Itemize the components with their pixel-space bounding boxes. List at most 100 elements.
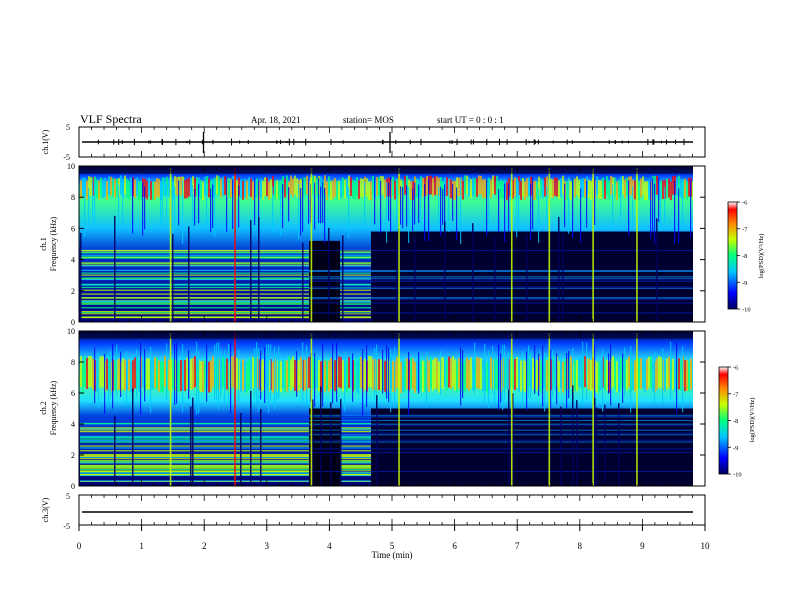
- quiet-region: [371, 408, 693, 486]
- hiss-streak: [386, 182, 388, 243]
- hiss-streak: [302, 342, 304, 402]
- hiss-streak: [268, 343, 270, 413]
- hiss-streak: [158, 178, 160, 198]
- colorbar-tick-label: -10: [742, 307, 751, 314]
- ch2-colorbar-ticks: -6 -7 -8 -9 -10: [728, 365, 742, 479]
- hiss-streak: [446, 359, 448, 391]
- hiss-streak: [144, 349, 146, 402]
- hiss-streak: [594, 178, 596, 225]
- hiss-streak: [580, 356, 582, 388]
- sferic-impulse: [636, 333, 638, 486]
- hiss-streak: [240, 179, 242, 199]
- hiss-streak: [478, 357, 480, 389]
- hiss-streak: [272, 186, 274, 234]
- hiss-streak: [460, 177, 462, 244]
- hiss-streak: [648, 180, 650, 200]
- hiss-streak: [274, 346, 276, 410]
- hiss-streak: [322, 181, 324, 223]
- hiss-streak: [180, 360, 182, 392]
- spectral-line: [80, 269, 309, 271]
- hiss-streak: [178, 180, 180, 226]
- hiss-streak: [168, 178, 170, 198]
- hiss-streak: [244, 179, 246, 198]
- hiss-streak: [218, 341, 220, 410]
- hiss-streak: [344, 179, 346, 199]
- hiss-streak: [602, 177, 604, 197]
- hiss-streak: [452, 183, 454, 221]
- hiss-streak: [608, 180, 610, 200]
- hiss-streak: [382, 176, 384, 195]
- hiss-streak: [202, 181, 204, 200]
- hiss-streak: [194, 188, 196, 226]
- hiss-streak: [444, 356, 446, 388]
- hiss-streak: [496, 175, 498, 195]
- hiss-streak: [582, 178, 584, 197]
- hiss-streak: [220, 349, 222, 398]
- hiss-streak: [608, 353, 610, 394]
- hiss-streak: [134, 179, 136, 199]
- hiss-streak: [272, 175, 274, 195]
- ch2-spectrogram-yaxis: 0 2 4 6 8 10: [67, 327, 705, 491]
- hiss-streak: [518, 180, 520, 226]
- spectral-line: [340, 464, 371, 467]
- hiss-streak: [688, 360, 690, 392]
- gap-streak: [376, 395, 378, 486]
- time-axis-label: Time (min): [372, 550, 413, 560]
- hiss-streak: [214, 344, 216, 401]
- spectral-line: [80, 300, 309, 302]
- hiss-streak: [550, 178, 552, 198]
- hiss-streak: [156, 357, 158, 389]
- spectral-line: [340, 427, 371, 429]
- hiss-streak: [350, 177, 352, 196]
- gap-streak: [172, 233, 174, 322]
- hiss-streak: [440, 350, 442, 395]
- hiss-streak: [380, 359, 382, 391]
- hiss-streak: [448, 356, 450, 388]
- hiss-streak: [126, 351, 128, 407]
- hiss-streak: [488, 179, 490, 226]
- hiss-streak: [490, 357, 492, 389]
- gap-streak: [604, 404, 606, 486]
- hiss-streak: [352, 353, 354, 402]
- ch1-waveform-panel: 5 -5 ch.1(V): [41, 123, 706, 162]
- hiss-streak: [466, 357, 468, 389]
- hiss-streak: [664, 360, 666, 392]
- spectral-line: [340, 272, 371, 274]
- hiss-streak: [544, 177, 546, 197]
- hiss-streak: [458, 357, 460, 389]
- hiss-streak: [678, 358, 680, 390]
- hiss-streak: [656, 175, 658, 195]
- hiss-streak: [124, 175, 126, 195]
- hiss-streak: [310, 183, 312, 223]
- spectral-line: [309, 439, 693, 441]
- hiss-streak: [370, 181, 372, 201]
- hiss-streak: [222, 176, 224, 196]
- hiss-streak: [412, 358, 414, 390]
- hiss-streak: [438, 187, 440, 226]
- spectral-line: [340, 293, 371, 295]
- hiss-streak: [94, 183, 96, 226]
- hiss-streak: [388, 182, 390, 221]
- hiss-streak: [530, 351, 532, 398]
- spectral-line: [80, 467, 309, 469]
- spectral-line: [80, 277, 309, 279]
- spectral-line: [80, 284, 309, 286]
- hiss-streak: [454, 180, 456, 200]
- ch1-spectrogram-heatmap: [79, 166, 705, 322]
- spectral-line: [340, 307, 371, 309]
- hiss-streak: [326, 181, 328, 200]
- hiss-streak: [574, 178, 576, 198]
- spectral-line: [340, 445, 371, 447]
- spectral-line: [340, 467, 371, 469]
- hiss-streak: [552, 349, 554, 398]
- hiss-streak: [424, 184, 426, 241]
- spectral-line: [340, 422, 371, 425]
- hiss-streak: [348, 175, 350, 195]
- top-fringe: [79, 166, 693, 174]
- hiss-streak: [108, 352, 110, 409]
- hiss-streak: [414, 182, 416, 225]
- hiss-streak: [110, 350, 112, 396]
- hiss-streak: [538, 176, 540, 196]
- hiss-streak: [212, 184, 214, 228]
- hiss-streak: [328, 176, 330, 196]
